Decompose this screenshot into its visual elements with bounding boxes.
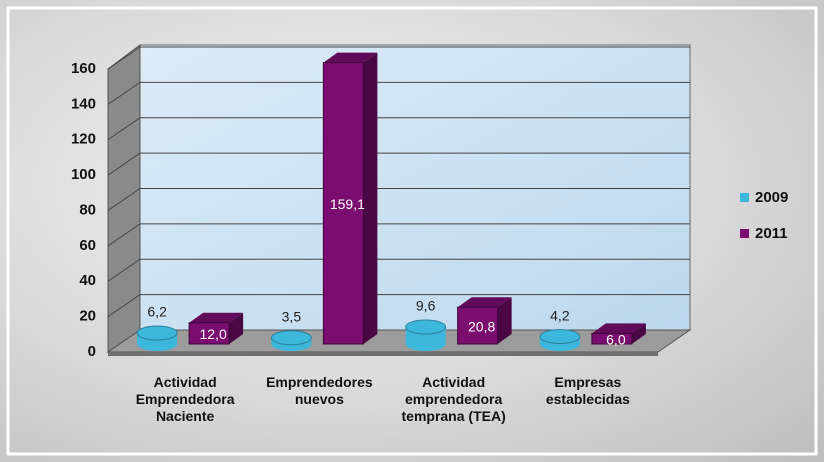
bar-bottom [405,337,446,351]
y-tick-label: 140 [71,95,96,112]
bar [188,322,230,345]
legend-swatch [740,229,749,238]
grid-line-side [107,46,141,70]
value-label: 20,8 [468,318,495,334]
value-label: 3,5 [282,309,302,325]
x-tick-label: Actividad emprendedora temprana (TEA) [401,374,506,424]
y-tick-label: 60 [79,237,96,254]
value-label: 9,6 [416,298,436,314]
x-tick-label: Emprendedores nuevos [266,374,373,407]
value-label: 12,0 [200,326,227,342]
bar-top [323,52,378,63]
legend-label: 2011 [755,225,788,242]
grid-line-side [107,294,141,318]
frame [6,6,818,456]
bar-top [457,297,512,308]
bar-bottom [137,337,178,351]
x-tick-label: Actividad Emprendedora Naciente [135,374,235,424]
y-tick-label: 160 [71,60,96,77]
bar-top [189,312,244,323]
grid-line-side [107,223,141,247]
bar-top [539,329,581,345]
back-wall [139,44,691,331]
bar-top [405,319,447,335]
legend-label: 2009 [755,189,788,206]
bar-top [270,330,312,346]
grid-line-side [107,117,141,141]
grid-line-side [107,81,141,105]
value-label: 159,1 [330,196,365,212]
y-tick-label: 80 [79,201,96,218]
floor-edge [108,352,658,356]
y-tick-label: 120 [71,131,96,148]
bar-side [631,323,646,344]
y-tick-label: 20 [79,308,96,325]
y-tick-label: 40 [79,272,96,289]
grid-line-side [107,258,141,282]
value-label: 6,0 [606,331,626,347]
x-tick-label: Empresas establecidas [545,374,630,407]
bar-top [136,325,178,341]
y-tick-label: 100 [71,166,96,183]
bar [322,62,364,345]
grid-line-side [107,152,141,176]
bar-top [591,323,646,334]
bar-side [363,52,378,345]
value-label: 6,2 [147,304,167,320]
y-tick-label: 0 [88,343,96,360]
bar [457,306,499,345]
bar-side [229,312,244,344]
legend-swatch [740,193,749,202]
grid-line-side [107,188,141,211]
bar [591,332,633,345]
bar-side [497,297,512,344]
value-label: 4,2 [550,307,570,323]
